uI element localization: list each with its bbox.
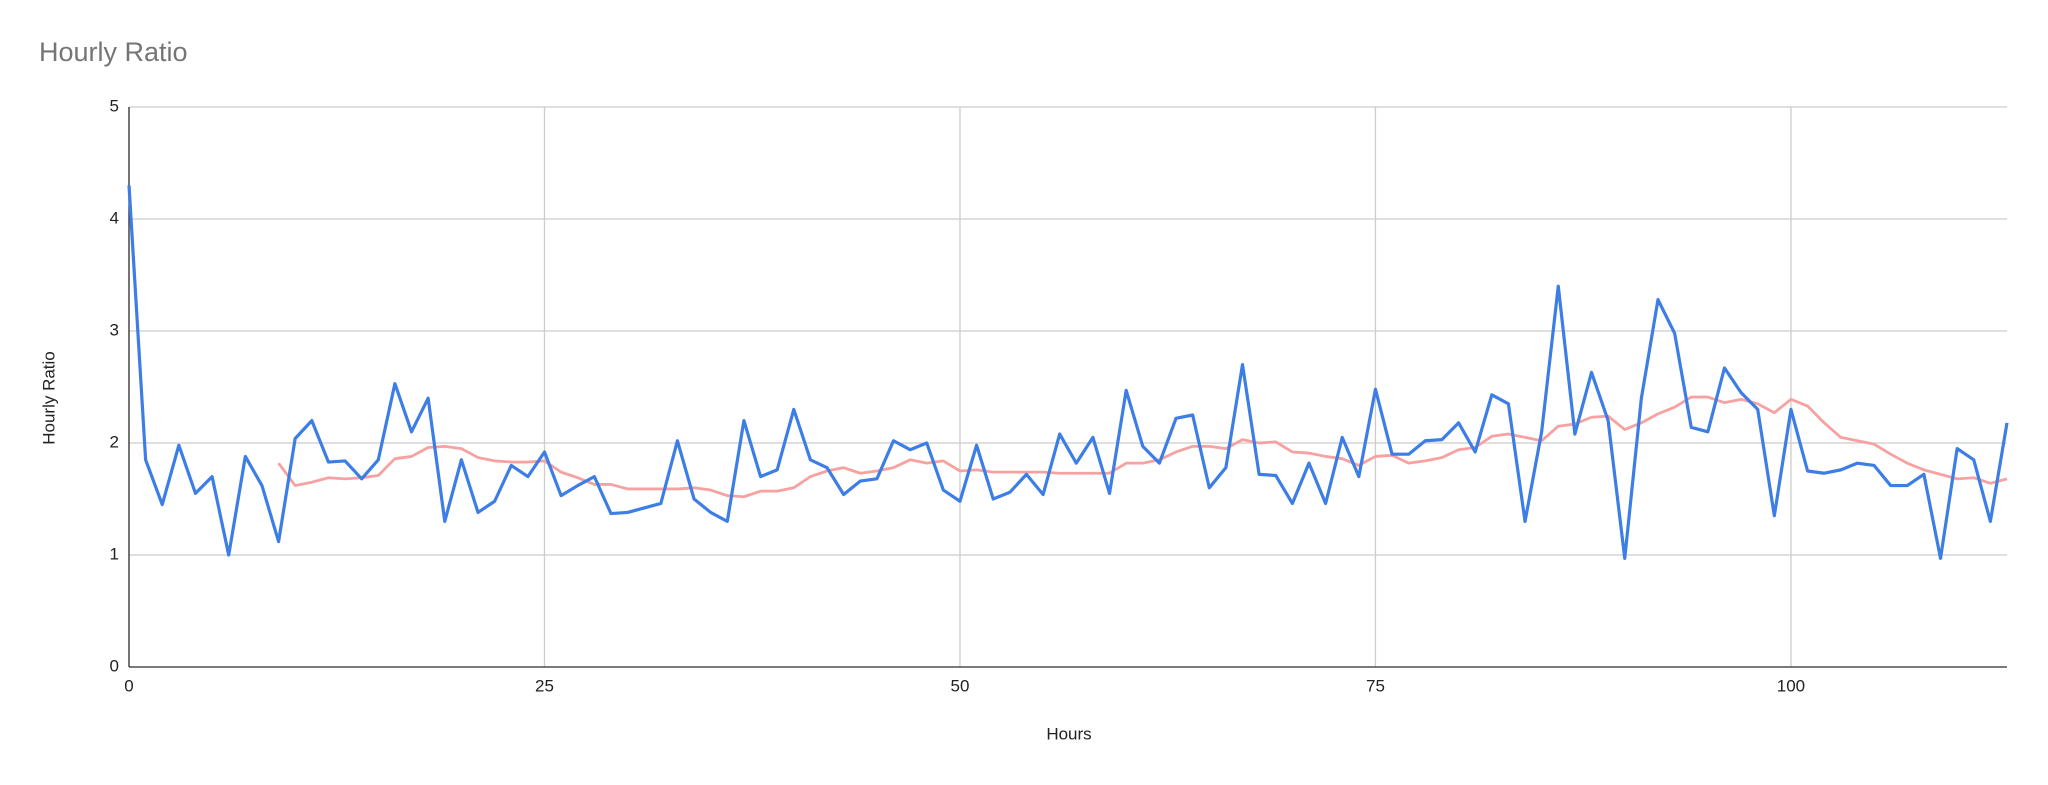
x-tick-label: 50 <box>951 676 970 695</box>
chart-title: Hourly Ratio <box>39 37 188 67</box>
y-axis-title: Hourly Ratio <box>39 351 58 445</box>
y-tick-label: 1 <box>110 544 119 563</box>
x-tick-label: 75 <box>1366 676 1385 695</box>
y-tick-label: 3 <box>110 320 119 339</box>
x-tick-label: 25 <box>535 676 554 695</box>
y-tick-label: 5 <box>110 96 119 115</box>
x-axis-title: Hours <box>1046 724 1091 743</box>
x-tick-label: 0 <box>124 676 133 695</box>
data-line <box>127 185 2009 560</box>
y-tick-label: 2 <box>110 432 119 451</box>
y-tick-label: 4 <box>110 208 119 227</box>
x-tick-label: 100 <box>1777 676 1805 695</box>
y-tick-label: 0 <box>110 656 119 675</box>
data-line <box>277 395 2008 499</box>
